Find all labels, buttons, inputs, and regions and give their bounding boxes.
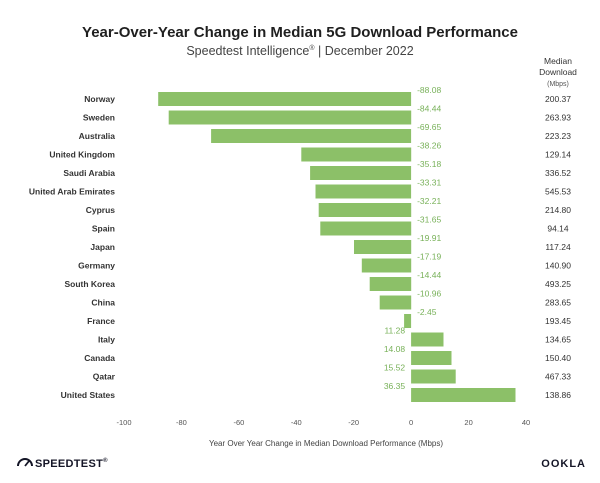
data-label: -31.65 xyxy=(417,215,441,225)
category-label: Italy xyxy=(98,335,115,345)
median-download-label: 117.24 xyxy=(545,242,571,252)
median-download-label: 138.86 xyxy=(545,390,571,400)
bar xyxy=(301,147,412,162)
median-labels-group: 200.37 263.93 223.23 129.14 336.52 545.53 214.… xyxy=(545,94,571,400)
x-tick-label: -80 xyxy=(176,418,187,427)
bar xyxy=(315,184,412,199)
category-label: Canada xyxy=(84,353,115,363)
data-label: 36.35 xyxy=(384,381,406,391)
subtitle-source: Speedtest Intelligence xyxy=(186,44,309,58)
chart-title: Year-Over-Year Change in Median 5G Downl… xyxy=(82,24,518,41)
x-tick-label: -40 xyxy=(291,418,302,427)
bars-group xyxy=(158,92,516,402)
median-download-label: 94.14 xyxy=(547,224,569,234)
bar xyxy=(404,314,412,328)
bar xyxy=(379,295,412,310)
category-label: France xyxy=(87,316,115,326)
category-label: Spain xyxy=(92,224,115,234)
data-label: -88.08 xyxy=(417,85,441,95)
category-label: United Arab Emirates xyxy=(29,187,115,197)
median-download-label: 336.52 xyxy=(545,168,571,178)
median-download-label: 223.23 xyxy=(545,131,571,141)
bar xyxy=(211,129,412,143)
x-tick-label: -60 xyxy=(233,418,244,427)
category-label: China xyxy=(91,298,115,308)
median-download-label: 200.37 xyxy=(545,94,571,104)
speedtest-logo: SPEEDTEST® xyxy=(17,457,108,470)
category-label: Australia xyxy=(79,131,116,141)
bar xyxy=(310,166,412,180)
bar xyxy=(361,258,412,273)
bar xyxy=(411,388,516,402)
category-label: United States xyxy=(61,390,116,400)
bar xyxy=(411,369,456,384)
median-header-line2: Download xyxy=(539,67,577,77)
speedtest-wordmark: SPEEDTEST® xyxy=(35,457,108,470)
median-download-label: 140.90 xyxy=(545,261,571,271)
data-label: -19.91 xyxy=(417,233,441,243)
category-label: Cyprus xyxy=(86,205,116,215)
ookla-logo: OOKLA xyxy=(541,458,586,470)
data-label: 14.08 xyxy=(384,344,406,354)
category-label: Qatar xyxy=(93,372,116,382)
x-tick-label: 0 xyxy=(409,418,413,427)
x-tick-label: 40 xyxy=(522,418,530,427)
median-download-label: 214.80 xyxy=(545,205,571,215)
data-label: -32.21 xyxy=(417,196,441,206)
category-label: United Kingdom xyxy=(49,150,115,160)
x-axis-title: Year Over Year Change in Median Download… xyxy=(209,439,443,448)
median-download-label: 493.25 xyxy=(545,279,571,289)
bar xyxy=(168,110,412,125)
median-download-label: 263.93 xyxy=(545,113,571,123)
median-header-line1: Median xyxy=(544,56,572,66)
category-labels-group: Norway Sweden Australia United Kingdom Saudi… xyxy=(29,94,116,400)
median-download-label: 129.14 xyxy=(545,150,571,160)
x-tick-label: -100 xyxy=(116,418,131,427)
bar xyxy=(320,221,412,236)
median-header-unit: (Mbps) xyxy=(547,81,569,88)
category-label: Germany xyxy=(78,261,115,271)
value-labels-group: -88.08 -84.44 -69.65 -38.26 -35.18 -33.31 -32.… xyxy=(384,85,442,391)
median-download-label: 545.53 xyxy=(545,187,571,197)
data-label: -84.44 xyxy=(417,104,441,114)
bar xyxy=(411,332,444,347)
category-label: Japan xyxy=(90,242,115,252)
chart-subtitle: Speedtest Intelligence® | December 2022 xyxy=(186,44,413,58)
data-label: -69.65 xyxy=(417,122,441,132)
category-label: Sweden xyxy=(83,113,115,123)
median-download-label: 193.45 xyxy=(545,316,571,326)
x-tick-label: 20 xyxy=(464,418,472,427)
subtitle-date: | December 2022 xyxy=(315,44,414,58)
data-label: -35.18 xyxy=(417,159,441,169)
median-download-label: 150.40 xyxy=(545,353,571,363)
data-label: 11.28 xyxy=(384,326,405,336)
category-label: Norway xyxy=(84,94,115,104)
bar xyxy=(354,240,412,254)
bar xyxy=(369,277,412,291)
subtitle-registered-mark: ® xyxy=(309,44,315,52)
category-label: South Korea xyxy=(64,279,115,289)
data-label: -2.45 xyxy=(417,307,437,317)
data-label: 15.52 xyxy=(384,363,406,373)
data-label: -10.96 xyxy=(417,289,441,299)
speedometer-icon xyxy=(17,458,33,467)
bar xyxy=(411,351,452,365)
category-label: Saudi Arabia xyxy=(63,168,115,178)
bar xyxy=(158,92,412,106)
median-download-label: 283.65 xyxy=(545,298,571,308)
data-label: -17.19 xyxy=(417,252,441,262)
bar xyxy=(318,203,412,217)
data-label: -38.26 xyxy=(417,141,441,151)
x-tick-label: -20 xyxy=(348,418,359,427)
data-label: -33.31 xyxy=(417,178,441,188)
median-download-label: 134.65 xyxy=(545,335,571,345)
data-label: -14.44 xyxy=(417,270,441,280)
median-download-label: 467.33 xyxy=(545,372,571,382)
x-axis-ticks-group: -100 -80 -60 -40 -20 0 20 40 xyxy=(116,418,530,427)
